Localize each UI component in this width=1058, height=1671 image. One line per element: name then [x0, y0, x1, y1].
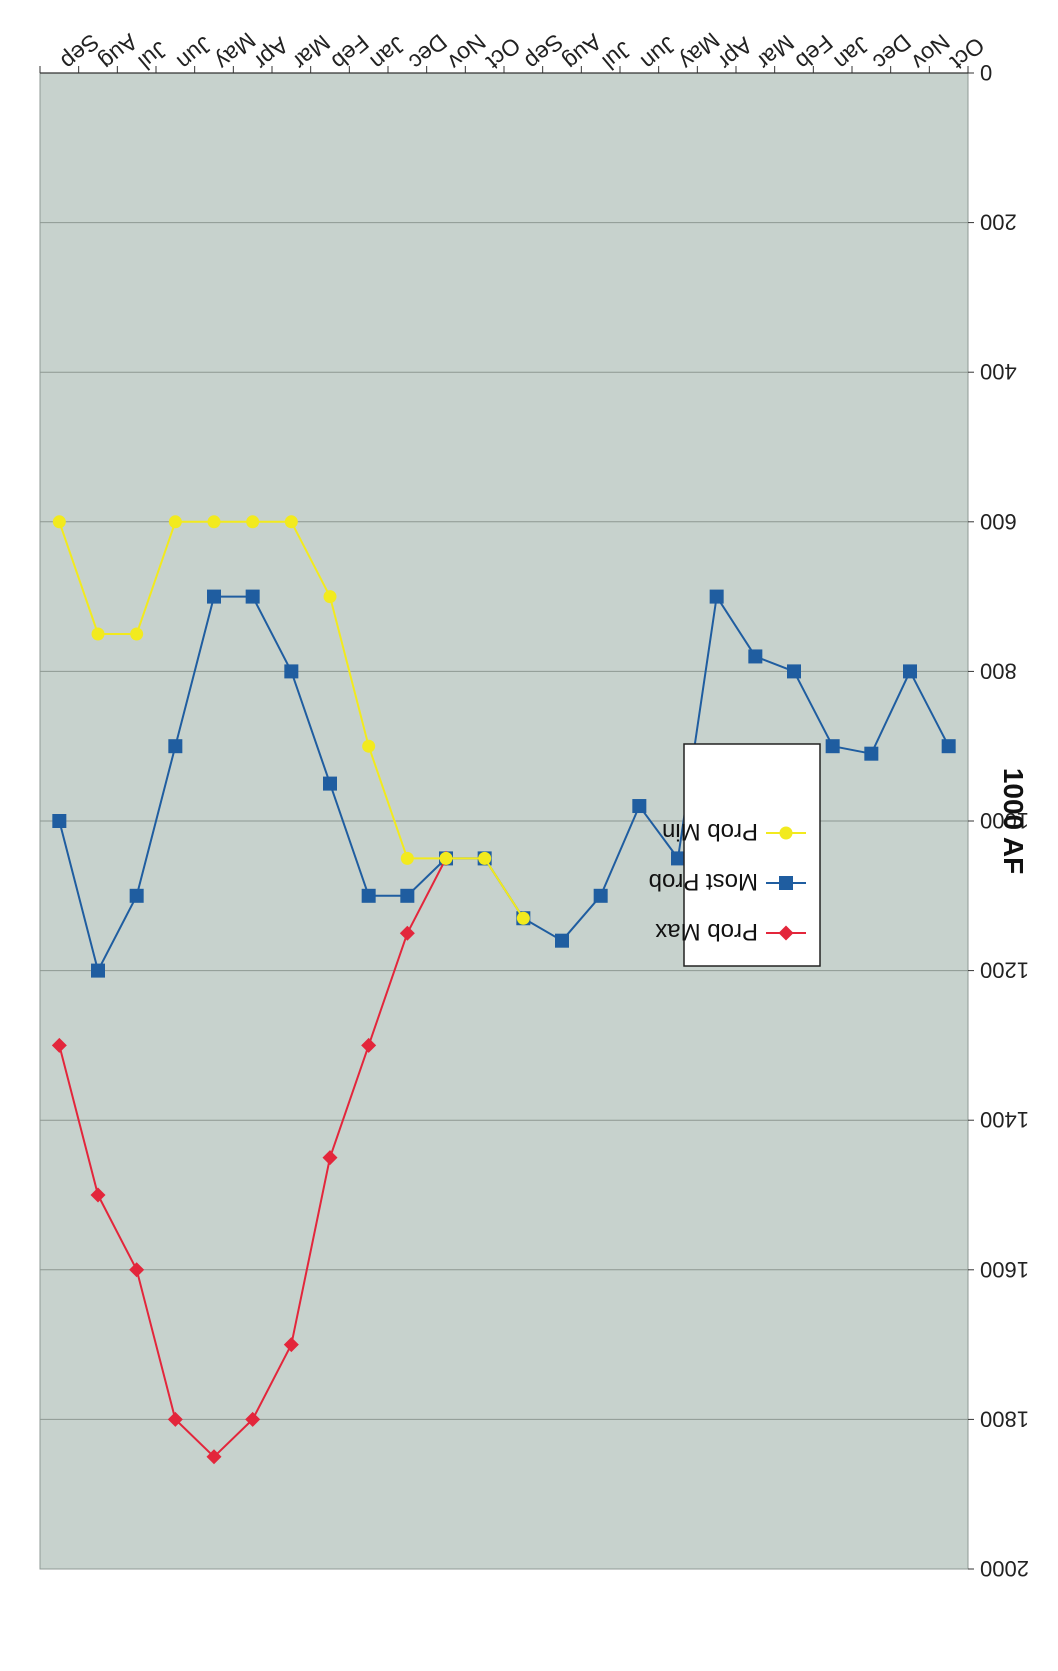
data-point — [787, 664, 801, 679]
data-point — [400, 888, 415, 903]
y-tick-label: 2000 — [980, 1556, 1029, 1581]
data-point — [361, 1037, 377, 1053]
data-point — [245, 589, 260, 604]
data-point — [323, 590, 337, 604]
data-point — [825, 739, 840, 754]
data-point — [284, 515, 298, 529]
legend-swatch-marker — [779, 826, 793, 840]
data-point — [864, 746, 879, 761]
data-point — [207, 515, 221, 529]
legend-label: Prob Max — [655, 918, 758, 945]
y-axis: 0 200 400 600 800 1000 1200 1400 1600 1800 2000 — [968, 60, 1029, 1581]
y-tick-label: 200 — [980, 210, 1017, 235]
x-tick-label: Dec — [868, 29, 916, 75]
data-point — [167, 1411, 183, 1427]
x-tick-label: Feb — [327, 30, 374, 75]
data-point — [903, 664, 917, 679]
data-point — [323, 776, 337, 791]
data-point — [478, 851, 492, 865]
data-point — [709, 589, 724, 604]
data-point — [206, 1449, 222, 1465]
data-point — [516, 911, 530, 925]
data-point — [168, 515, 182, 529]
y-tick-label: 800 — [980, 658, 1017, 683]
legend-swatch-marker — [779, 876, 793, 890]
legend-box — [683, 743, 821, 967]
data-point — [207, 589, 221, 604]
x-tick-label: Sep — [56, 29, 104, 75]
y-tick-label: 400 — [980, 359, 1017, 384]
y-tick-label: 1000 — [980, 808, 1029, 833]
data-point — [129, 1262, 145, 1278]
data-point — [593, 888, 608, 903]
legend-label: Prob Min — [662, 818, 758, 845]
x-tick-label: Feb — [791, 30, 838, 75]
x-tick-label: Jan — [829, 31, 874, 75]
x-tick-label: Apr — [249, 32, 293, 75]
data-point — [91, 627, 105, 641]
x-tick-label: Jul — [133, 36, 172, 75]
legend-label: Most Prob — [649, 868, 758, 895]
series-2 — [52, 515, 530, 925]
x-tick-label: Mar — [288, 30, 335, 76]
data-point — [555, 933, 569, 948]
x-tick-label: Mar — [752, 30, 799, 76]
data-point — [400, 851, 414, 865]
legend-swatch-marker — [778, 925, 794, 941]
x-axis: OctNovDecJanFebMarAprMayJunJulAugSepOctN… — [39, 27, 990, 76]
data-point — [632, 799, 647, 814]
x-tick-label: Sep — [520, 29, 568, 75]
x-tick-label: Apr — [713, 32, 757, 75]
data-point — [671, 851, 685, 866]
data-point — [91, 963, 105, 978]
data-point — [748, 649, 763, 664]
data-point — [168, 739, 183, 754]
y-tick-label: 0 — [980, 60, 992, 85]
y-tick-label: 1400 — [980, 1107, 1029, 1132]
x-tick-label: Jul — [597, 36, 636, 75]
data-point — [284, 664, 299, 679]
x-tick-label: Aug — [95, 29, 143, 75]
data-point — [439, 851, 453, 865]
x-tick-label: Oct — [481, 32, 526, 75]
x-tick-label: Jun — [636, 31, 681, 75]
data-point — [245, 1411, 261, 1427]
data-point — [246, 515, 260, 529]
y-tick-label: 600 — [980, 509, 1017, 534]
x-tick-label: Jun — [172, 31, 217, 75]
data-point — [941, 739, 956, 754]
data-point — [130, 627, 144, 641]
series-0 — [51, 850, 454, 1465]
y-tick-label: 1600 — [980, 1257, 1029, 1282]
x-tick-label: Aug — [559, 29, 607, 75]
grid-lines — [40, 222, 968, 1420]
data-point — [129, 888, 144, 903]
x-tick-label: Dec — [404, 29, 452, 75]
data-point — [52, 814, 67, 828]
data-point — [361, 888, 376, 903]
y-tick-label: 1800 — [980, 1406, 1029, 1431]
data-point — [283, 1337, 299, 1353]
x-tick-label: Jan — [365, 31, 410, 75]
data-point — [52, 515, 66, 529]
legend: Prob Max Most Prob Prob Min — [649, 743, 821, 967]
series-layer — [51, 515, 956, 1465]
data-point — [322, 1150, 338, 1166]
data-point — [399, 925, 415, 941]
y-axis-label: 1000 AF — [998, 768, 1029, 874]
data-point — [51, 1037, 67, 1053]
y-tick-label: 1200 — [980, 958, 1029, 983]
data-point — [90, 1187, 106, 1203]
data-point — [362, 739, 376, 753]
